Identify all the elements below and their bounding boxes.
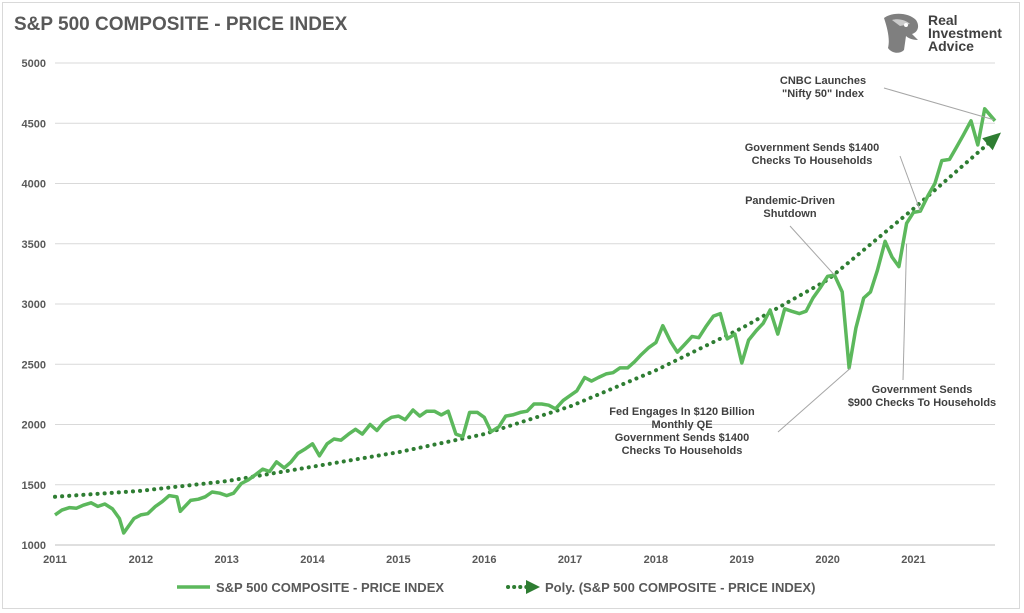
annotation-text: Pandemic-Driven (745, 195, 835, 207)
y-axis-ticks: 1000 1500 2000 2500 3000 3500 4000 4500 5000 (22, 58, 46, 552)
legend-arrow-poly (526, 580, 540, 594)
annotation-text: Government Sends $1400 (615, 432, 750, 444)
callout-leader-line (899, 155, 921, 212)
x-axis-ticks: 2011 2012 2013 2014 2015 2016 2017 2018 2019 2020… (43, 554, 926, 566)
legend-label-sp500: S&P 500 COMPOSITE - PRICE INDEX (216, 580, 444, 595)
annotation-text: Shutdown (763, 208, 816, 220)
y-tick-label: 3000 (22, 299, 46, 311)
y-tick-label: 4500 (22, 118, 46, 130)
y-tick-label: 2500 (22, 359, 46, 371)
y-tick-label: 1000 (22, 540, 46, 552)
annotation-text: Government Sends (872, 384, 973, 396)
y-tick-label: 4000 (22, 179, 46, 191)
gridlines (55, 62, 995, 546)
annotation-text: Government Sends $1400 (745, 142, 880, 154)
annotation-text: Checks To Households (752, 155, 873, 167)
brand-logo: Real Investment Advice (878, 10, 1018, 60)
annotation-text: $900 Checks To Households (848, 397, 996, 409)
brand-line-1: Real (928, 12, 958, 28)
x-tick-label: 2013 (214, 554, 238, 566)
callout-leader-line (883, 87, 994, 121)
brand-line-3: Advice (928, 38, 974, 54)
series-lines (53, 107, 1002, 535)
x-tick-label: 2019 (730, 554, 754, 566)
annotation-text: CNBC Launches (780, 75, 866, 87)
y-tick-label: 3500 (22, 239, 46, 251)
y-tick-label: 2000 (22, 420, 46, 432)
callout-leader-line (777, 367, 852, 433)
y-tick-label: 5000 (22, 58, 46, 70)
callout-leader-line (789, 225, 835, 276)
x-tick-label: 2012 (129, 554, 153, 566)
x-tick-label: 2021 (901, 554, 925, 566)
legend-label-poly: Poly. (S&P 500 COMPOSITE - PRICE INDEX) (545, 580, 815, 595)
x-tick-label: 2017 (558, 554, 582, 566)
x-tick-label: 2011 (43, 554, 67, 566)
y-tick-label: 1500 (22, 480, 46, 492)
chart-title: S&P 500 COMPOSITE - PRICE INDEX (14, 14, 348, 35)
x-tick-label: 2016 (472, 554, 496, 566)
x-tick-label: 2020 (815, 554, 839, 566)
annotations: CNBC Launches"Nifty 50" Index Government … (609, 75, 996, 457)
brand-line-2: Investment (928, 25, 1002, 41)
annotation-text: Monthly QE (651, 419, 712, 431)
x-tick-label: 2014 (300, 554, 325, 566)
trendline-arrowhead (982, 132, 1002, 151)
trendline-poly (53, 135, 997, 499)
annotation-text: Checks To Households (622, 445, 743, 457)
legend: S&P 500 COMPOSITE - PRICE INDEX Poly. (S&… (177, 580, 815, 595)
series-line-sp500 (54, 107, 997, 535)
annotation-text: Fed Engages In $120 Billion (609, 406, 755, 418)
x-tick-label: 2015 (386, 554, 410, 566)
eagle-head-icon (884, 13, 919, 53)
x-tick-label: 2018 (644, 554, 668, 566)
brand-name: Real Investment Advice (928, 12, 1002, 54)
annotation-text: "Nifty 50" Index (782, 88, 865, 100)
callout-leader-line (902, 243, 908, 381)
